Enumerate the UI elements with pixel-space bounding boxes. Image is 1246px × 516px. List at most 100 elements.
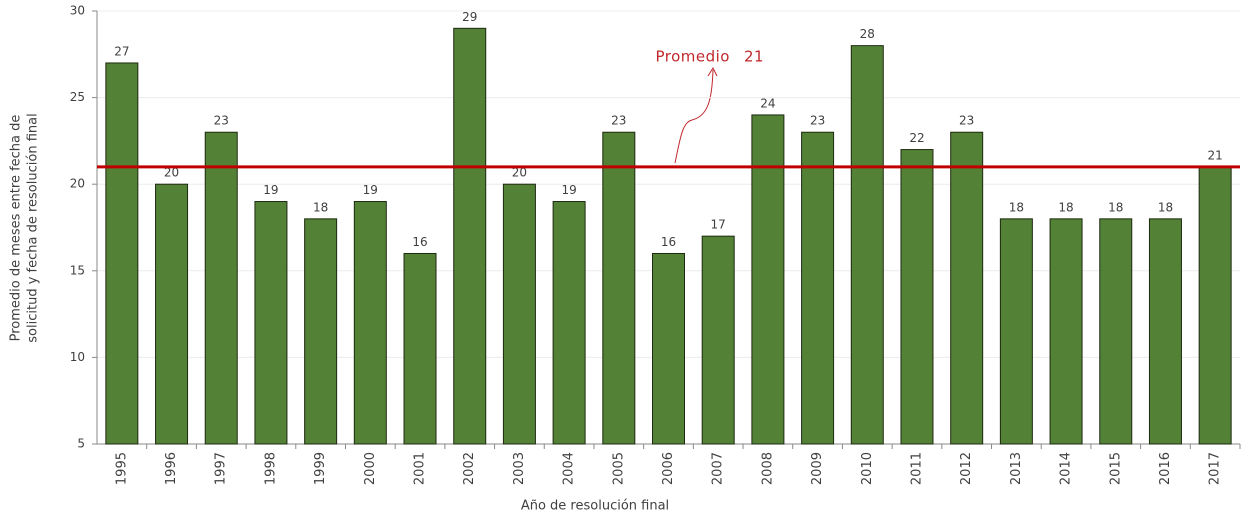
x-tick: 2001	[413, 452, 428, 485]
x-tick: 2005	[611, 452, 626, 485]
value-label: 20	[512, 166, 527, 180]
value-label: 21	[1208, 148, 1223, 162]
x-tick-label: 1997	[214, 452, 229, 485]
x-tick: 2004	[562, 452, 577, 485]
x-tick: 2011	[909, 452, 924, 485]
x-axis-title: Año de resolución final	[521, 499, 669, 514]
x-tick-label: 2001	[413, 452, 428, 485]
value-label: 19	[263, 183, 278, 197]
bar	[502, 183, 536, 445]
bar	[204, 131, 238, 445]
y-axis-title-line: Promedio de meses entre fecha de	[9, 115, 24, 342]
value-label: 16	[412, 235, 427, 249]
x-tick-label: 2002	[462, 452, 477, 485]
y-tick-label: 15	[70, 263, 85, 277]
bar	[1148, 218, 1182, 445]
bar	[552, 201, 586, 445]
value-label: 18	[1058, 200, 1073, 214]
bar	[304, 218, 338, 445]
x-tick-label: 2006	[661, 452, 676, 485]
x-tick-label: 2005	[611, 452, 626, 485]
value-label: 18	[1009, 200, 1024, 214]
value-label: 19	[363, 183, 378, 197]
bar	[353, 201, 387, 445]
x-tick-label: 2000	[363, 452, 378, 485]
x-tick: 2006	[661, 452, 676, 485]
value-label: 28	[860, 27, 875, 41]
bar	[602, 131, 636, 445]
average-value: 21	[744, 48, 764, 66]
bar	[1099, 218, 1133, 445]
value-label: 17	[711, 218, 726, 232]
value-label: 18	[1158, 200, 1173, 214]
value-label: 18	[1108, 200, 1123, 214]
x-tick: 2017	[1208, 452, 1223, 485]
x-tick: 2016	[1158, 452, 1173, 485]
y-axis-title: Promedio de meses entre fecha de solicit…	[9, 113, 41, 342]
y-tick-label: 30	[70, 4, 85, 18]
y-tick-label: 20	[70, 177, 85, 191]
y-tick-label: 25	[70, 90, 85, 104]
x-tick: 2014	[1059, 452, 1074, 485]
value-label: 16	[661, 235, 676, 249]
x-tick-label: 1999	[313, 452, 328, 485]
bar	[105, 62, 139, 445]
x-tick: 2002	[462, 452, 477, 485]
bar	[999, 218, 1033, 445]
bar	[801, 131, 835, 445]
value-label: 18	[313, 200, 328, 214]
value-label: 23	[810, 114, 825, 128]
x-tick: 1997	[214, 452, 229, 485]
x-tick-label: 2012	[959, 452, 974, 485]
x-tick: 1996	[164, 452, 179, 485]
value-label: 29	[462, 10, 477, 24]
value-label: 23	[959, 114, 974, 128]
x-tick: 2012	[959, 452, 974, 485]
value-label: 23	[611, 114, 626, 128]
x-tick: 2000	[363, 452, 378, 485]
bar	[1198, 166, 1232, 445]
x-tick-label: 2010	[860, 452, 875, 485]
bar	[751, 114, 785, 445]
value-label: 27	[114, 44, 129, 58]
x-tick-label: 1998	[263, 452, 278, 485]
y-tick-label: 10	[70, 350, 85, 364]
x-tick: 1995	[114, 452, 129, 485]
bar	[1049, 218, 1083, 445]
y-tick-label: 5	[77, 437, 85, 451]
value-label: 24	[760, 96, 775, 110]
x-tick: 1999	[313, 452, 328, 485]
value-label: 20	[164, 166, 179, 180]
x-tick-label: 2007	[711, 452, 726, 485]
x-tick: 2013	[1009, 452, 1024, 485]
x-tick: 2010	[860, 452, 875, 485]
average-label: Promedio	[655, 48, 730, 66]
x-tick: 2007	[711, 452, 726, 485]
x-tick-label: 2009	[810, 452, 825, 485]
x-tick: 2008	[760, 452, 775, 485]
x-tick-label: 2014	[1059, 452, 1074, 485]
y-axis-title-line: solicitud y fecha de resolución final	[26, 113, 41, 342]
x-tick: 2009	[810, 452, 825, 485]
x-tick-label: 2008	[760, 452, 775, 485]
bar	[403, 252, 437, 445]
annotation-arrow	[674, 69, 714, 164]
x-tick-label: 2013	[1009, 452, 1024, 485]
x-tick-label: 1996	[164, 452, 179, 485]
bar	[453, 27, 487, 445]
bar	[850, 45, 884, 445]
bar	[652, 252, 685, 445]
value-label: 19	[561, 183, 576, 197]
x-tick: 2003	[512, 452, 527, 485]
value-label: 22	[909, 131, 924, 145]
x-tick-label: 2017	[1208, 452, 1223, 485]
x-tick: 2015	[1108, 452, 1123, 485]
x-tick-label: 2004	[562, 452, 577, 485]
x-tick-label: 2011	[909, 452, 924, 485]
bar	[950, 131, 984, 445]
bar	[701, 235, 735, 445]
annotation-arrowhead	[707, 66, 718, 77]
bar	[254, 201, 288, 445]
x-tick: 1998	[263, 452, 278, 485]
